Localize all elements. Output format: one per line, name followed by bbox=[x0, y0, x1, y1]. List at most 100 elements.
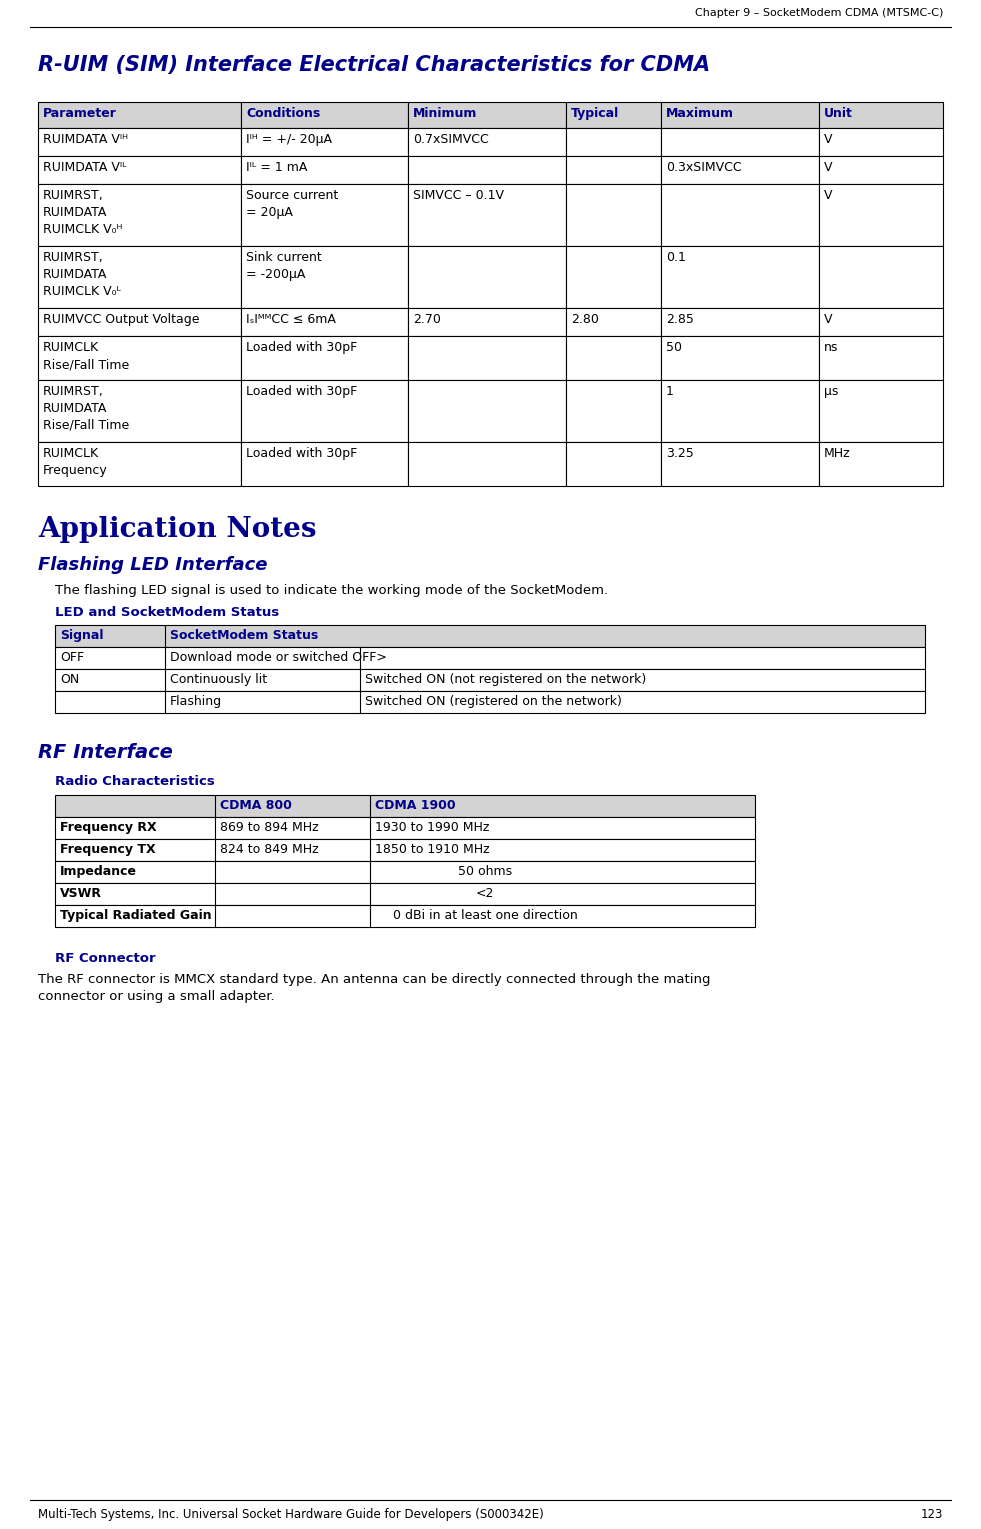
Bar bbox=[566, 183, 661, 246]
Text: 1: 1 bbox=[666, 385, 674, 398]
Text: OFF: OFF bbox=[60, 651, 84, 664]
Text: Loaded with 30pF: Loaded with 30pF bbox=[246, 446, 357, 460]
Bar bbox=[408, 381, 566, 442]
Bar bbox=[661, 381, 819, 442]
Text: RF Interface: RF Interface bbox=[38, 743, 173, 761]
Text: 2.85: 2.85 bbox=[666, 313, 694, 326]
Text: 2.80: 2.80 bbox=[571, 313, 598, 326]
Bar bbox=[408, 307, 566, 336]
Text: Switched ON (not registered on the network): Switched ON (not registered on the netwo… bbox=[365, 673, 646, 687]
Bar bbox=[55, 816, 755, 839]
Text: 0 dBi in at least one direction: 0 dBi in at least one direction bbox=[392, 910, 578, 922]
Bar bbox=[408, 183, 566, 246]
Text: Radio Characteristics: Radio Characteristics bbox=[55, 775, 215, 787]
Bar bbox=[408, 156, 566, 183]
Text: RUIMRST,
RUIMDATA
RUIMCLK V₀ᴸ: RUIMRST, RUIMDATA RUIMCLK V₀ᴸ bbox=[43, 251, 121, 298]
Bar bbox=[566, 381, 661, 442]
Bar bbox=[819, 442, 943, 486]
Text: Continuously lit: Continuously lit bbox=[170, 673, 267, 687]
Text: 0.1: 0.1 bbox=[666, 251, 686, 265]
Bar bbox=[38, 156, 241, 183]
Bar bbox=[241, 442, 408, 486]
Text: Flashing LED Interface: Flashing LED Interface bbox=[38, 557, 268, 573]
Text: Iᴵᴸ = 1 mA: Iᴵᴸ = 1 mA bbox=[246, 161, 307, 174]
Text: 824 to 849 MHz: 824 to 849 MHz bbox=[220, 842, 319, 856]
Text: 1930 to 1990 MHz: 1930 to 1990 MHz bbox=[375, 821, 490, 833]
Bar bbox=[819, 128, 943, 156]
Text: V: V bbox=[824, 190, 833, 202]
Text: RUIMRST,
RUIMDATA
Rise/Fall Time: RUIMRST, RUIMDATA Rise/Fall Time bbox=[43, 385, 129, 433]
Bar bbox=[661, 307, 819, 336]
Text: The flashing LED signal is used to indicate the working mode of the SocketModem.: The flashing LED signal is used to indic… bbox=[55, 584, 608, 596]
Text: Multi-Tech Systems, Inc. Universal Socket Hardware Guide for Developers (S000342: Multi-Tech Systems, Inc. Universal Socke… bbox=[38, 1508, 543, 1521]
Bar bbox=[241, 381, 408, 442]
Text: 1850 to 1910 MHz: 1850 to 1910 MHz bbox=[375, 842, 490, 856]
Bar bbox=[408, 246, 566, 307]
Text: 50 ohms: 50 ohms bbox=[458, 865, 512, 878]
Text: Unit: Unit bbox=[824, 107, 852, 119]
Text: 869 to 894 MHz: 869 to 894 MHz bbox=[220, 821, 319, 833]
Bar bbox=[566, 442, 661, 486]
Text: CDMA 800: CDMA 800 bbox=[220, 800, 292, 812]
Bar bbox=[241, 183, 408, 246]
Bar bbox=[819, 102, 943, 128]
Bar bbox=[38, 183, 241, 246]
Text: RUIMRST,
RUIMDATA
RUIMCLK V₀ᴴ: RUIMRST, RUIMDATA RUIMCLK V₀ᴴ bbox=[43, 190, 123, 235]
Text: μs: μs bbox=[824, 385, 839, 398]
Bar bbox=[38, 307, 241, 336]
Text: Application Notes: Application Notes bbox=[38, 515, 317, 543]
Bar bbox=[408, 128, 566, 156]
Text: ON: ON bbox=[60, 673, 79, 687]
Text: 0.3xSIMVCC: 0.3xSIMVCC bbox=[666, 161, 742, 174]
Text: Chapter 9 – SocketModem CDMA (MTSMC-C): Chapter 9 – SocketModem CDMA (MTSMC-C) bbox=[695, 8, 943, 18]
Bar bbox=[241, 102, 408, 128]
Text: 0.7xSIMVCC: 0.7xSIMVCC bbox=[413, 133, 489, 145]
Bar bbox=[661, 183, 819, 246]
Text: Maximum: Maximum bbox=[666, 107, 734, 119]
Text: Impedance: Impedance bbox=[60, 865, 137, 878]
Bar bbox=[55, 691, 925, 713]
Text: Typical: Typical bbox=[571, 107, 619, 119]
Text: Frequency RX: Frequency RX bbox=[60, 821, 157, 833]
Bar bbox=[38, 102, 241, 128]
Bar bbox=[241, 336, 408, 381]
Text: Signal: Signal bbox=[60, 628, 104, 642]
Bar bbox=[661, 128, 819, 156]
Text: Typical Radiated Gain: Typical Radiated Gain bbox=[60, 910, 212, 922]
Bar bbox=[55, 905, 755, 927]
Bar bbox=[566, 102, 661, 128]
Bar bbox=[819, 381, 943, 442]
Text: The RF connector is MMCX standard type. An antenna can be directly connected thr: The RF connector is MMCX standard type. … bbox=[38, 972, 710, 1003]
Text: Minimum: Minimum bbox=[413, 107, 478, 119]
Bar bbox=[566, 336, 661, 381]
Bar bbox=[55, 670, 925, 691]
Bar bbox=[661, 442, 819, 486]
Bar bbox=[241, 307, 408, 336]
Text: Parameter: Parameter bbox=[43, 107, 117, 119]
Bar bbox=[55, 884, 755, 905]
Text: RUIMDATA Vᴵᴸ: RUIMDATA Vᴵᴸ bbox=[43, 161, 127, 174]
Text: R-UIM (SIM) Interface Electrical Characteristics for CDMA: R-UIM (SIM) Interface Electrical Charact… bbox=[38, 55, 710, 75]
Bar bbox=[566, 307, 661, 336]
Text: RF Connector: RF Connector bbox=[55, 953, 156, 965]
Text: IₛIᴹᴹCC ≤ 6mA: IₛIᴹᴹCC ≤ 6mA bbox=[246, 313, 336, 326]
Text: 123: 123 bbox=[920, 1508, 943, 1521]
Bar bbox=[241, 156, 408, 183]
Bar bbox=[819, 183, 943, 246]
Text: Frequency TX: Frequency TX bbox=[60, 842, 156, 856]
Bar bbox=[819, 336, 943, 381]
Text: Source current
= 20μA: Source current = 20μA bbox=[246, 190, 338, 219]
Text: LED and SocketModem Status: LED and SocketModem Status bbox=[55, 605, 280, 619]
Bar bbox=[55, 839, 755, 861]
Text: RUIMVCC Output Voltage: RUIMVCC Output Voltage bbox=[43, 313, 199, 326]
Text: 3.25: 3.25 bbox=[666, 446, 694, 460]
Text: SocketModem Status: SocketModem Status bbox=[170, 628, 318, 642]
Text: RUIMCLK
Frequency: RUIMCLK Frequency bbox=[43, 446, 108, 477]
Text: Conditions: Conditions bbox=[246, 107, 320, 119]
Bar bbox=[661, 336, 819, 381]
Text: Sink current
= -200μA: Sink current = -200μA bbox=[246, 251, 322, 281]
Text: Loaded with 30pF: Loaded with 30pF bbox=[246, 385, 357, 398]
Bar bbox=[661, 156, 819, 183]
Text: V: V bbox=[824, 161, 833, 174]
Bar bbox=[241, 246, 408, 307]
